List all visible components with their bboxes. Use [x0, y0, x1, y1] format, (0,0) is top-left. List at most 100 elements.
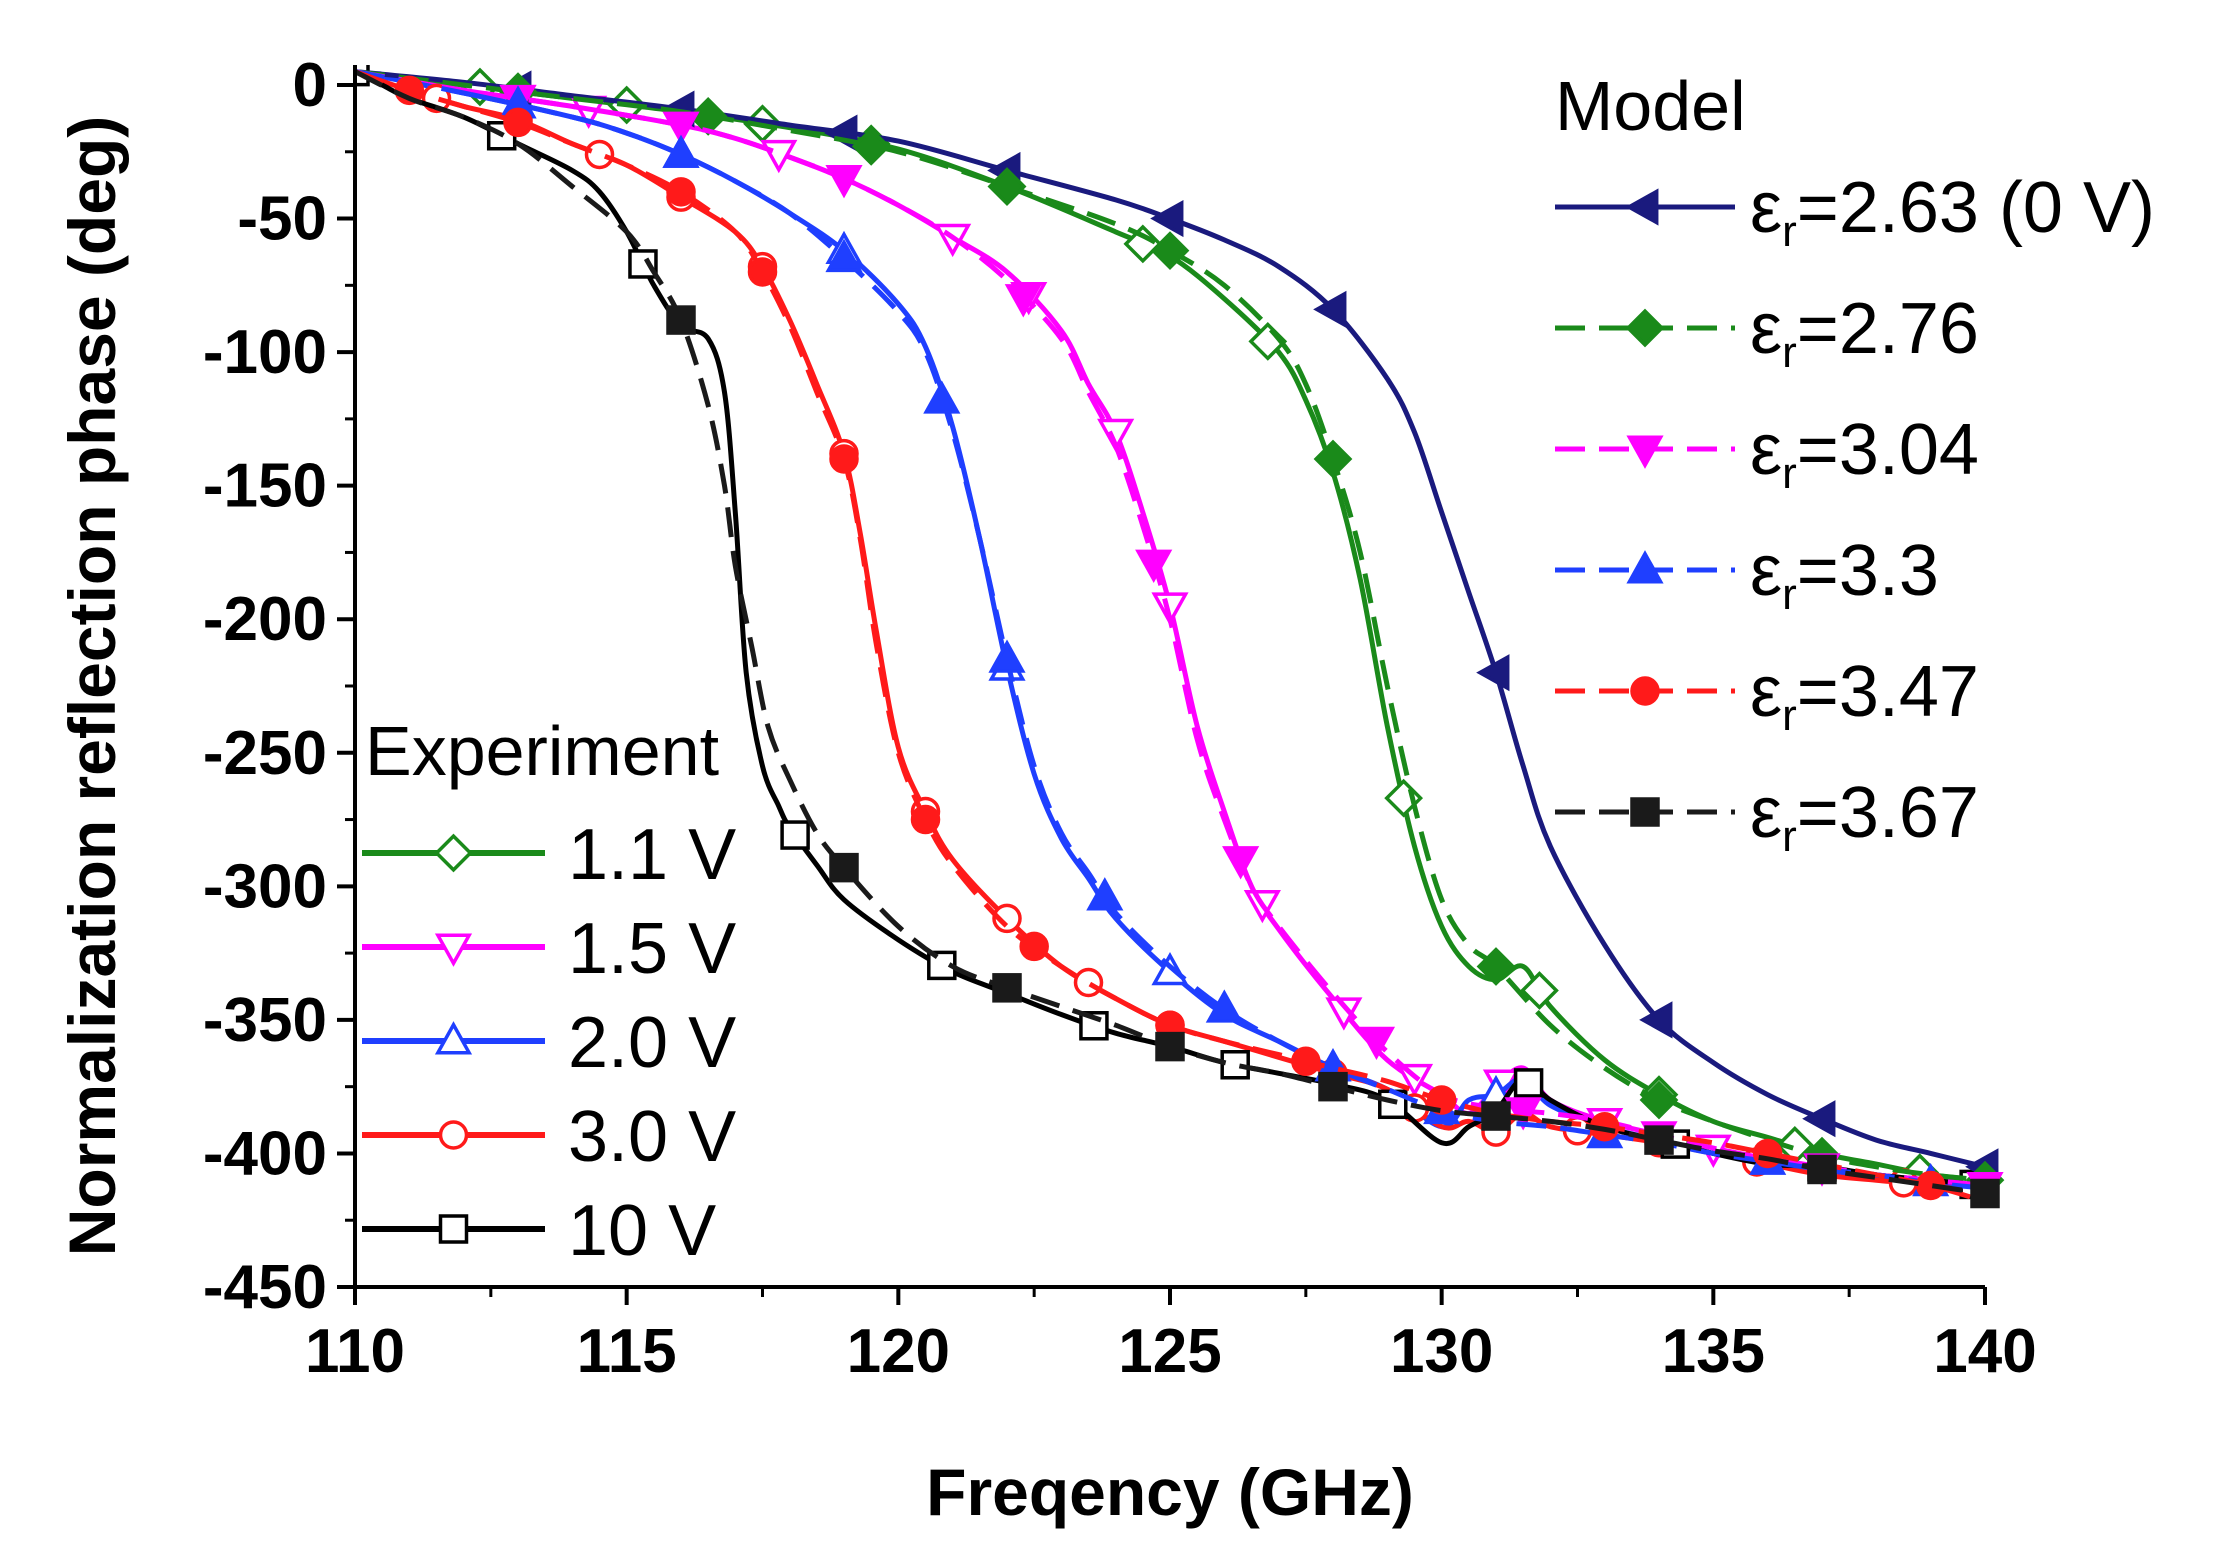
series-line: [355, 69, 1986, 1183]
experiment-legend-label: 3.0 V: [568, 1097, 736, 1177]
legend-marker: [1625, 188, 1659, 226]
data-point-marker: [910, 804, 941, 835]
y-tick-label: -450: [203, 1253, 327, 1322]
data-point-marker: [1151, 592, 1189, 626]
data-point-marker: [662, 134, 700, 168]
data-point-marker: [1318, 1071, 1348, 1102]
data-point-marker: [1073, 967, 1104, 998]
data-point-marker: [1807, 1154, 1837, 1185]
data-point-marker: [747, 257, 778, 287]
x-tick-label: 140: [1933, 1317, 2036, 1386]
data-point-marker: [829, 444, 859, 474]
x-tick-label: 110: [305, 1317, 405, 1386]
experiment-legend-label: 10 V: [568, 1191, 716, 1271]
data-point-marker: [1220, 1050, 1250, 1080]
data-point-marker: [662, 111, 700, 145]
series-line: [355, 69, 1986, 1188]
data-point-marker: [1313, 290, 1347, 328]
legend-marker: [1630, 676, 1660, 706]
data-point-marker: [1476, 947, 1516, 986]
data-point-marker: [923, 380, 961, 414]
x-tick-label: 125: [1118, 1317, 1221, 1386]
data-point-marker: [988, 639, 1026, 673]
legend-marker: [1626, 435, 1664, 469]
model-legend-label: εr=3.67: [1750, 773, 1979, 861]
data-point-marker: [1205, 989, 1243, 1023]
x-tick-label: 130: [1390, 1317, 1493, 1386]
y-tick-label: 0: [293, 51, 327, 120]
data-point-marker: [1970, 1178, 2000, 1209]
legend-marker: [1625, 308, 1665, 348]
data-point-marker: [992, 973, 1022, 1003]
experiment-legend-label: 1.1 V: [568, 815, 736, 895]
plot-area: [355, 65, 2005, 1209]
y-tick-label: -300: [203, 852, 327, 921]
data-point-marker: [1150, 231, 1190, 270]
y-tick-label: -400: [203, 1119, 327, 1188]
legend-marker: [434, 1021, 473, 1055]
data-point-marker: [1155, 1031, 1185, 1062]
x-tick-label: 135: [1662, 1317, 1765, 1386]
y-tick-label: -250: [203, 719, 327, 788]
model-legend-label: εr=3.04: [1750, 410, 1979, 498]
experiment-legend: Experiment 1.1 V 1.5 V 2.0 V 3.0 V 10 V: [362, 712, 736, 1271]
data-point-marker: [1291, 1046, 1321, 1077]
data-point-marker: [992, 903, 1022, 934]
data-point-marker: [987, 167, 1027, 206]
experiment-legend-label: 2.0 V: [568, 1003, 736, 1083]
data-point-marker: [1644, 1125, 1674, 1155]
data-point-marker: [1150, 199, 1184, 238]
data-point-marker: [584, 139, 615, 170]
legend-marker: [438, 1214, 469, 1244]
data-point-marker: [1481, 1101, 1511, 1131]
data-point-marker: [1426, 1085, 1457, 1115]
data-point-marker: [825, 238, 863, 273]
data-point-marker: [666, 305, 696, 335]
y-tick-label: -100: [203, 318, 327, 387]
data-point-marker: [1019, 931, 1049, 962]
axes: 110 115 120 125 130 135 140 0 -50 -100 -150 -200 -25…: [55, 51, 2037, 1529]
legend-marker: [1626, 550, 1664, 584]
x-tick-label: 120: [847, 1317, 950, 1386]
y-axis-title: Normalization reflection phase (deg): [55, 116, 129, 1257]
y-tick-label: -50: [237, 185, 327, 254]
legend-marker: [1630, 797, 1660, 827]
data-point-marker: [825, 165, 863, 199]
data-point-marker: [1135, 549, 1173, 583]
data-point-marker: [780, 820, 810, 850]
data-point-marker: [1802, 1100, 1836, 1138]
data-point-marker: [1513, 1068, 1544, 1098]
model-legend-label: εr=3.3: [1750, 531, 1939, 619]
experiment-legend-label: 1.5 V: [568, 909, 736, 989]
data-point-marker: [1504, 1097, 1542, 1131]
data-point-marker: [1123, 224, 1163, 264]
data-point-marker: [1357, 1026, 1396, 1061]
data-point-marker: [1520, 971, 1559, 1010]
y-tick-label: -350: [203, 986, 327, 1055]
data-point-marker: [851, 127, 891, 166]
data-point-marker: [1086, 877, 1124, 911]
legend-marker: [434, 933, 473, 967]
data-point-marker: [1639, 1080, 1679, 1120]
data-point-marker: [1004, 284, 1042, 318]
x-axis-title: Freqency (GHz): [926, 1455, 1414, 1529]
model-legend-label: εr=2.76: [1750, 289, 1979, 377]
data-point-marker: [1313, 439, 1353, 479]
series-model-r-3-67: [355, 69, 2000, 1209]
experiment-legend-title: Experiment: [365, 712, 719, 790]
series-line: [355, 69, 1986, 1170]
x-tick-label: 115: [577, 1317, 677, 1386]
model-legend-label: εr=2.63 (0 V): [1750, 168, 2155, 256]
model-legend-title: Model: [1555, 67, 1746, 145]
data-point-marker: [1097, 418, 1135, 453]
legend-marker: [438, 1120, 469, 1150]
data-point-marker: [666, 177, 696, 207]
data-point-marker: [1639, 1001, 1673, 1039]
model-legend-label: εr=3.47: [1750, 652, 1979, 740]
y-tick-label: -200: [203, 585, 327, 654]
data-point-marker: [1222, 846, 1260, 880]
data-point-marker: [1476, 654, 1510, 692]
